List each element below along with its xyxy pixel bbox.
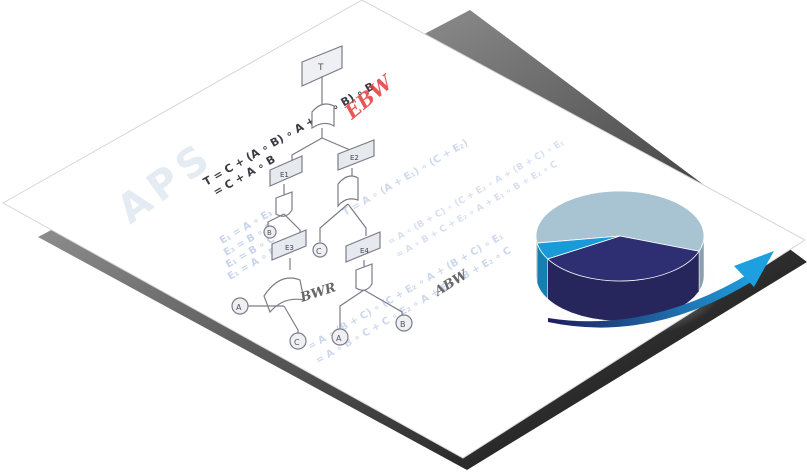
event-c-2-label: C [294, 338, 300, 347]
event-c-1 [312, 242, 328, 258]
gate-e2-label: E2 [350, 154, 359, 162]
gate-e1-box [269, 155, 303, 187]
or-gate-top [311, 103, 335, 130]
paper-sheet [1, 0, 806, 459]
pie-chart [528, 190, 724, 337]
event-a-1-label: A [236, 303, 242, 312]
event-b-2 [263, 225, 277, 239]
gate-e3-box [271, 229, 307, 261]
event-c-1-label: C [316, 247, 322, 256]
gate-e3-label: E3 [285, 244, 294, 252]
pie-slice-2 [536, 235, 621, 260]
event-a-2-label: A [336, 334, 342, 343]
and-gate-e4 [355, 263, 373, 291]
trend-arrow [548, 251, 774, 328]
or-gate-e2 [337, 175, 359, 208]
event-b-1 [395, 314, 413, 332]
event-b-2-label: B [267, 229, 272, 237]
event-a-1 [231, 297, 249, 315]
top-event-label: T [317, 63, 324, 73]
event-c-2 [289, 332, 307, 350]
gate-e2-box [337, 139, 375, 171]
fault-tree: T E1 E2 E3 E4 [231, 45, 413, 350]
top-event-box [301, 45, 343, 87]
gate-e1-label: E1 [280, 171, 289, 179]
event-a-2 [331, 328, 349, 346]
gate-e4-box [345, 231, 381, 263]
event-b-1-label: B [400, 320, 406, 329]
trend-arrow-head [734, 251, 774, 287]
pie-slice-0 [535, 190, 705, 252]
trend-arrow-shaft [548, 272, 756, 328]
gate-e4-label: E4 [360, 247, 369, 255]
